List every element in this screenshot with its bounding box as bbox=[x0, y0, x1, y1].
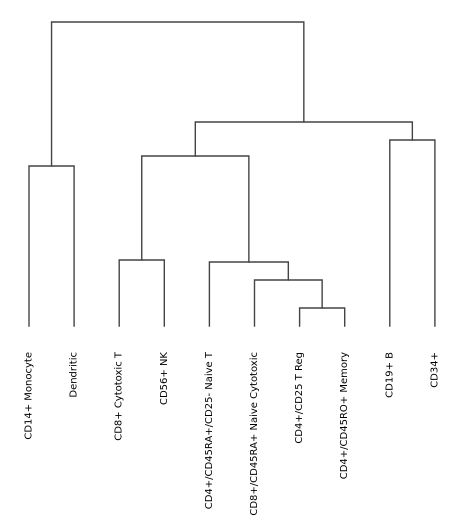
leaf-label: CD8+/CD45RA+ Naive Cytotoxic bbox=[249, 352, 260, 516]
dendrogram-link bbox=[118, 259, 165, 327]
leaf-label: CD4+/CD45RO+ Memory bbox=[339, 352, 350, 479]
leaf-label: Dendritic bbox=[69, 352, 80, 398]
dendrogram-link bbox=[253, 279, 323, 327]
dendrogram-link bbox=[298, 307, 346, 327]
leaf-labels: CD14+ Monocyte Dendritic CD8+ Cytotoxic T C… bbox=[24, 351, 441, 516]
dendrogram-link bbox=[141, 155, 250, 263]
leaf-label: CD8+ Cytotoxic T bbox=[114, 351, 125, 441]
leaf-label: CD4+/CD25 T Reg bbox=[294, 352, 305, 444]
dendrogram-link bbox=[389, 139, 436, 327]
dendrogram-link bbox=[28, 165, 75, 327]
leaf-label: CD19+ B bbox=[384, 352, 395, 398]
leaf-label: CD56+ NK bbox=[159, 352, 170, 405]
leaf-label: CD14+ Monocyte bbox=[24, 352, 35, 440]
dendrogram-branches bbox=[28, 21, 436, 327]
leaf-label: CD34+ bbox=[429, 352, 440, 388]
leaf-label: CD4+/CD45RA+/CD25- Naive T bbox=[204, 351, 215, 509]
dendrogram-link bbox=[194, 121, 414, 157]
dendrogram-link bbox=[208, 261, 290, 327]
dendrogram-link bbox=[50, 21, 305, 167]
